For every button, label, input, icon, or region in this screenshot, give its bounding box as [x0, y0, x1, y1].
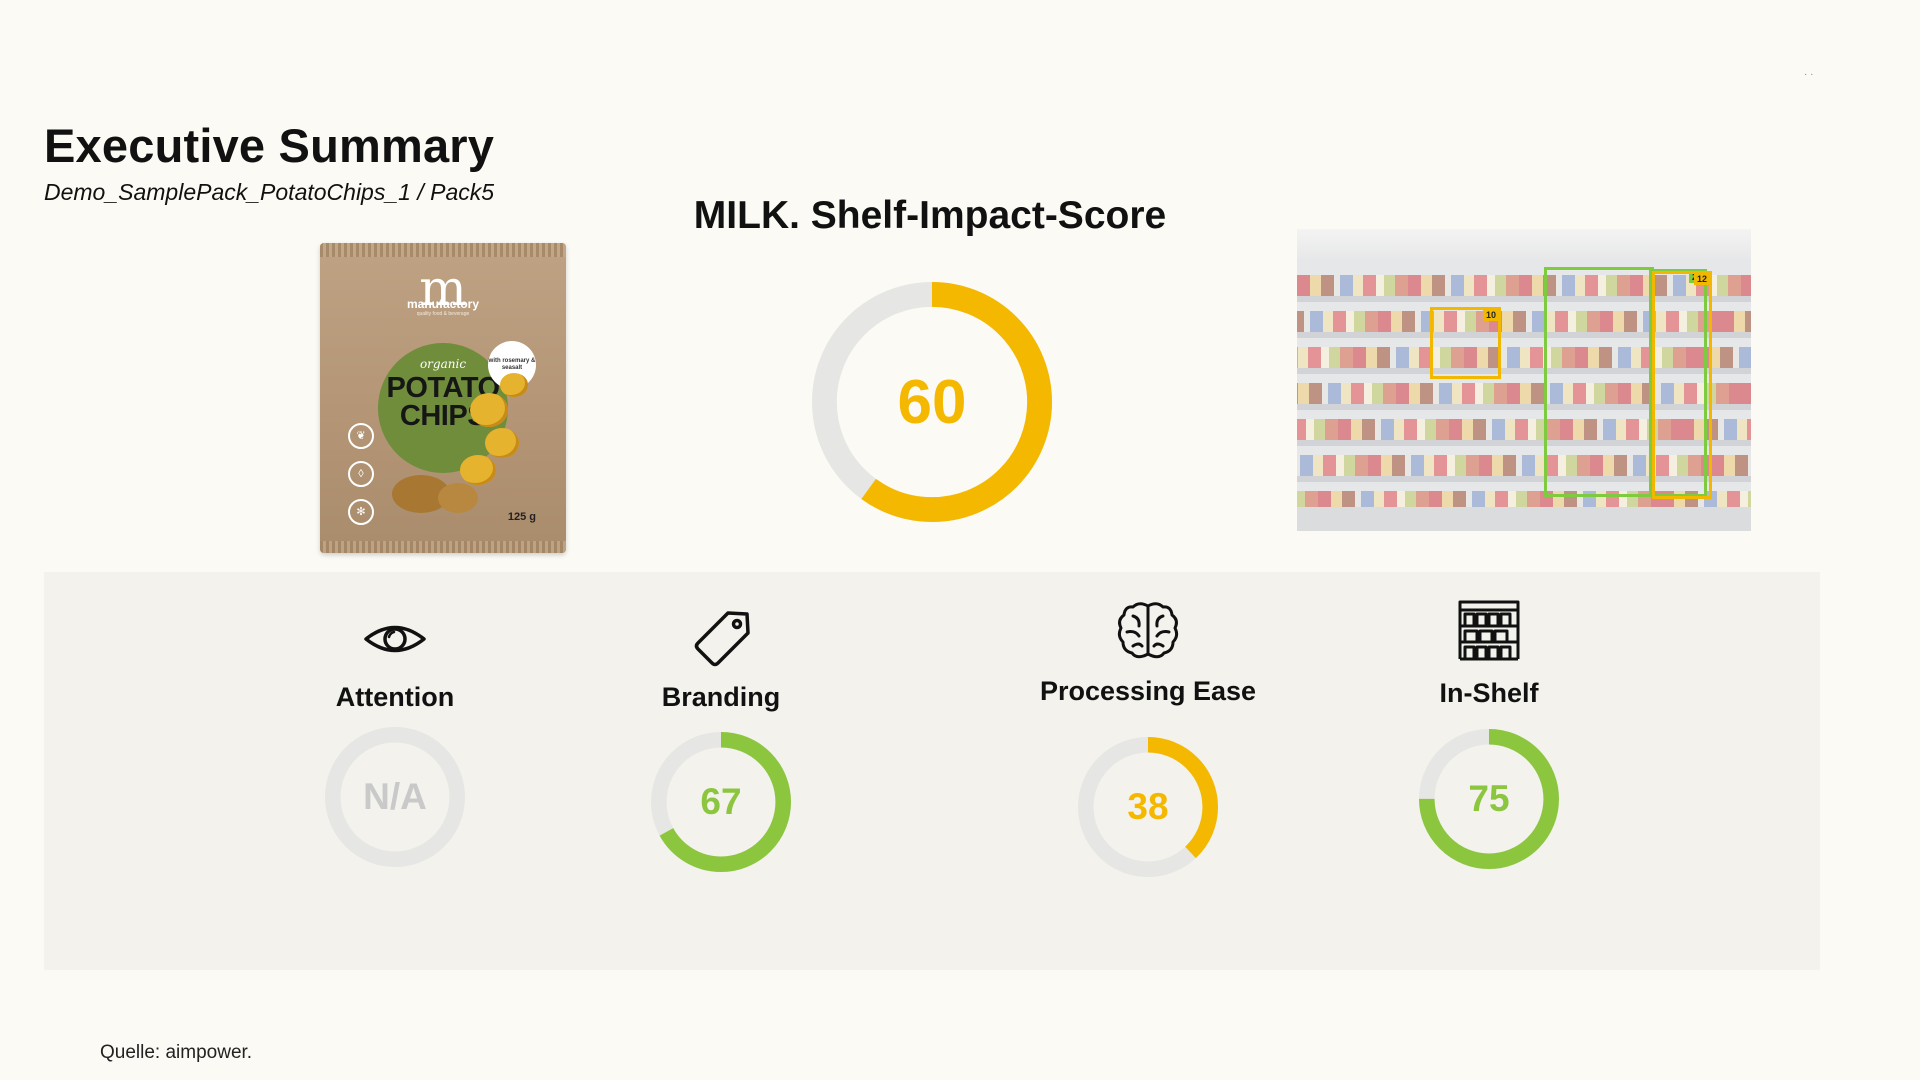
pack-image: m manufactory quality food & beverage or… [320, 243, 566, 553]
pack-tagline: quality food & beverage [416, 311, 470, 317]
shelf-row [1297, 455, 1751, 476]
metric-label-in-shelf: In-Shelf [1439, 678, 1539, 708]
pack-chip [485, 428, 519, 458]
page-title: Executive Summary [44, 119, 495, 172]
shelf-lip [1297, 476, 1751, 482]
metric-attention: Attention N/A [255, 572, 535, 970]
pack-chip [460, 455, 496, 485]
shelf-row [1297, 311, 1751, 332]
metric-branding: Branding 67 [581, 572, 861, 970]
metric-label-processing-ease: Processing Ease [1039, 676, 1257, 706]
shelf-lip [1297, 440, 1751, 446]
detection-box [1544, 267, 1654, 497]
pack-potato [438, 483, 478, 513]
gauge-graphic [1078, 737, 1218, 877]
leaf-icon: ❦ [348, 423, 374, 449]
metrics-panel: Attention N/A Branding 67 Processin [44, 572, 1820, 970]
metric-in-shelf: In-Shelf 75 [1349, 572, 1629, 970]
shelf-floor [1297, 507, 1751, 531]
shelf-icon [1454, 596, 1524, 666]
branding-value: 67 [700, 781, 742, 822]
attention-value: N/A [363, 776, 427, 817]
pack-badge-text: with rosemary & seasalt [488, 357, 536, 371]
gauge-arc [1419, 729, 1559, 869]
page-subtitle: Demo_SamplePack_PotatoChips_1 / Pack5 [44, 179, 495, 205]
metric-label-branding: Branding [661, 682, 781, 712]
pack-weight: 125 g [507, 511, 536, 523]
shelf-row [1297, 419, 1751, 440]
pack-logo: m [419, 259, 467, 317]
drop-icon: ◊ [348, 461, 374, 487]
pack-icons: ❦ ◊ ✻ [348, 423, 374, 537]
shelf-ceiling [1297, 229, 1751, 261]
shelf-row [1297, 383, 1751, 404]
attention-gauge: N/A [325, 727, 465, 867]
in-shelf-value: 75 [1468, 778, 1510, 819]
in-shelf-gauge: 75 [1419, 729, 1559, 869]
detection-box: 10 [1430, 307, 1501, 379]
gauge-arc [651, 732, 791, 872]
metric-label-attention: Attention [335, 682, 455, 712]
source-note: Quelle: aimpower. [100, 1042, 253, 1063]
wheat-icon: ✻ [348, 499, 374, 525]
gauge-arc [812, 282, 1052, 522]
gauge-arc [1078, 737, 1218, 877]
shelf-lip [1297, 368, 1751, 374]
shelf-impact-gauge: 60 [812, 282, 1052, 522]
shelf-row [1297, 347, 1751, 368]
branding-gauge: 67 [651, 732, 791, 872]
gauge-graphic [325, 727, 465, 867]
pack-brand: manufactory [406, 297, 480, 311]
corner-mark: · · [1804, 69, 1814, 80]
shelf-lip [1297, 404, 1751, 410]
gauge-graphic [651, 732, 791, 872]
processing-ease-value: 38 [1127, 786, 1169, 827]
brain-icon [1113, 596, 1183, 666]
detection-tag: 12 [1693, 273, 1710, 285]
gauge-graphic [812, 282, 1052, 522]
processing-ease-gauge: 38 [1078, 737, 1218, 877]
pack-chip [500, 373, 528, 397]
gauge-track [325, 727, 465, 867]
shelf-impact-value: 60 [897, 367, 967, 437]
shelf-image: 10 24 12 [1297, 229, 1751, 531]
shelf-veil [1297, 229, 1751, 531]
detection-tag: 10 [1482, 309, 1499, 321]
pack-chip [470, 393, 508, 427]
shelf-lip [1297, 332, 1751, 338]
pack-organic-text: organic [419, 357, 467, 371]
score-title: MILK. Shelf-Impact-Score [693, 194, 1167, 237]
tag-icon [686, 604, 756, 674]
eye-icon [360, 604, 430, 674]
gauge-graphic [1419, 729, 1559, 869]
metric-processing-ease: Processing Ease 38 [1008, 572, 1288, 970]
shelf-row [1297, 275, 1751, 296]
detection-box: 12 [1652, 271, 1712, 499]
shelf-lip [1297, 296, 1751, 302]
